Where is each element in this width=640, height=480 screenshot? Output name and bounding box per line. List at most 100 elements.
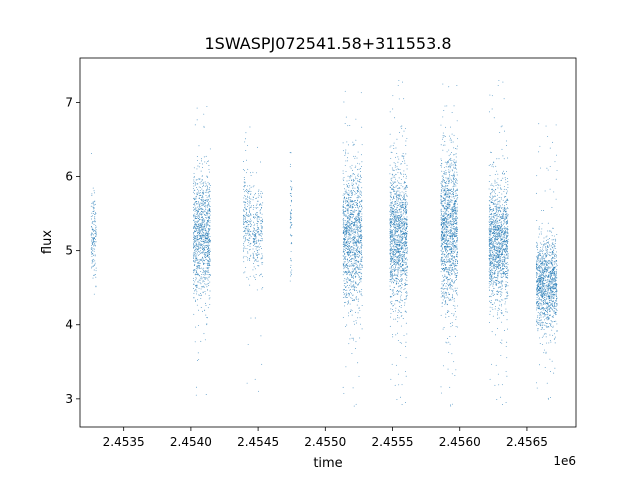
data-point	[404, 220, 406, 222]
data-point	[350, 180, 352, 182]
data-point	[252, 199, 254, 201]
data-point	[400, 275, 402, 277]
data-point	[357, 197, 359, 199]
data-point	[91, 266, 93, 268]
data-point	[395, 310, 396, 312]
data-point	[347, 210, 349, 212]
data-point	[204, 339, 206, 341]
data-point	[442, 220, 444, 222]
data-point	[203, 191, 205, 193]
data-point	[256, 241, 258, 243]
data-point	[342, 274, 344, 276]
data-point	[399, 172, 401, 173]
data-point	[244, 185, 246, 186]
data-point	[197, 352, 199, 354]
data-point	[389, 237, 391, 239]
data-point	[346, 264, 348, 266]
data-point	[202, 258, 204, 260]
data-point	[246, 159, 247, 161]
data-point	[350, 311, 351, 313]
data-point	[361, 243, 363, 245]
data-point	[250, 186, 252, 188]
data-point	[448, 169, 450, 171]
data-point	[444, 292, 446, 294]
data-point	[194, 285, 196, 287]
data-point	[91, 153, 92, 154]
data-point	[354, 268, 356, 270]
data-point	[261, 204, 263, 206]
data-point	[397, 257, 399, 259]
data-point	[290, 227, 292, 229]
data-point	[451, 403, 453, 405]
data-point	[400, 306, 402, 308]
data-point	[257, 223, 259, 225]
data-point	[355, 273, 357, 275]
data-point	[355, 242, 357, 243]
data-point	[405, 282, 407, 284]
data-point	[92, 265, 94, 267]
data-point	[351, 164, 353, 166]
data-point	[390, 259, 392, 261]
data-point	[347, 270, 349, 272]
data-point	[204, 234, 206, 236]
data-point	[208, 274, 210, 276]
data-point	[195, 288, 197, 290]
data-point	[393, 197, 395, 199]
data-point	[343, 262, 345, 264]
data-point	[208, 202, 209, 204]
data-point	[398, 215, 400, 216]
data-point	[345, 151, 346, 153]
data-point	[352, 254, 354, 256]
data-point	[453, 224, 454, 226]
data-point	[446, 269, 448, 271]
data-point	[245, 198, 247, 200]
data-point	[255, 234, 257, 236]
data-point	[199, 259, 201, 260]
data-point	[447, 296, 449, 298]
data-point	[193, 203, 195, 205]
data-point	[94, 264, 96, 265]
data-point	[207, 279, 209, 281]
data-point	[249, 248, 251, 250]
data-point	[399, 239, 401, 241]
data-point	[207, 223, 209, 225]
data-point	[203, 333, 205, 335]
data-point	[193, 272, 195, 274]
data-point	[199, 222, 201, 224]
data-point	[350, 175, 351, 177]
data-point	[203, 185, 205, 186]
data-point	[242, 257, 244, 259]
data-point	[346, 282, 348, 284]
data-point	[445, 247, 447, 248]
data-point	[345, 241, 347, 243]
data-point	[390, 203, 392, 205]
data-point	[259, 223, 261, 225]
data-point	[344, 278, 346, 279]
data-point	[348, 189, 350, 191]
data-point	[254, 259, 256, 261]
data-point	[401, 221, 403, 223]
data-point	[359, 252, 361, 254]
data-point	[345, 153, 347, 155]
data-point	[198, 324, 200, 326]
data-point	[395, 226, 397, 228]
data-point	[390, 239, 392, 241]
data-point	[392, 305, 394, 307]
data-point	[361, 216, 363, 218]
data-point	[245, 227, 247, 229]
data-point	[442, 244, 444, 246]
data-point	[398, 98, 400, 100]
data-point	[359, 275, 361, 277]
data-point	[351, 310, 353, 312]
data-point	[193, 241, 195, 243]
data-point	[348, 217, 350, 219]
data-point	[358, 290, 360, 292]
data-point	[454, 154, 456, 156]
data-point	[399, 242, 401, 243]
data-point	[348, 343, 350, 345]
data-point	[450, 298, 452, 300]
data-point	[246, 257, 248, 259]
data-point	[205, 293, 207, 295]
data-point	[391, 201, 393, 203]
data-point	[193, 243, 195, 245]
